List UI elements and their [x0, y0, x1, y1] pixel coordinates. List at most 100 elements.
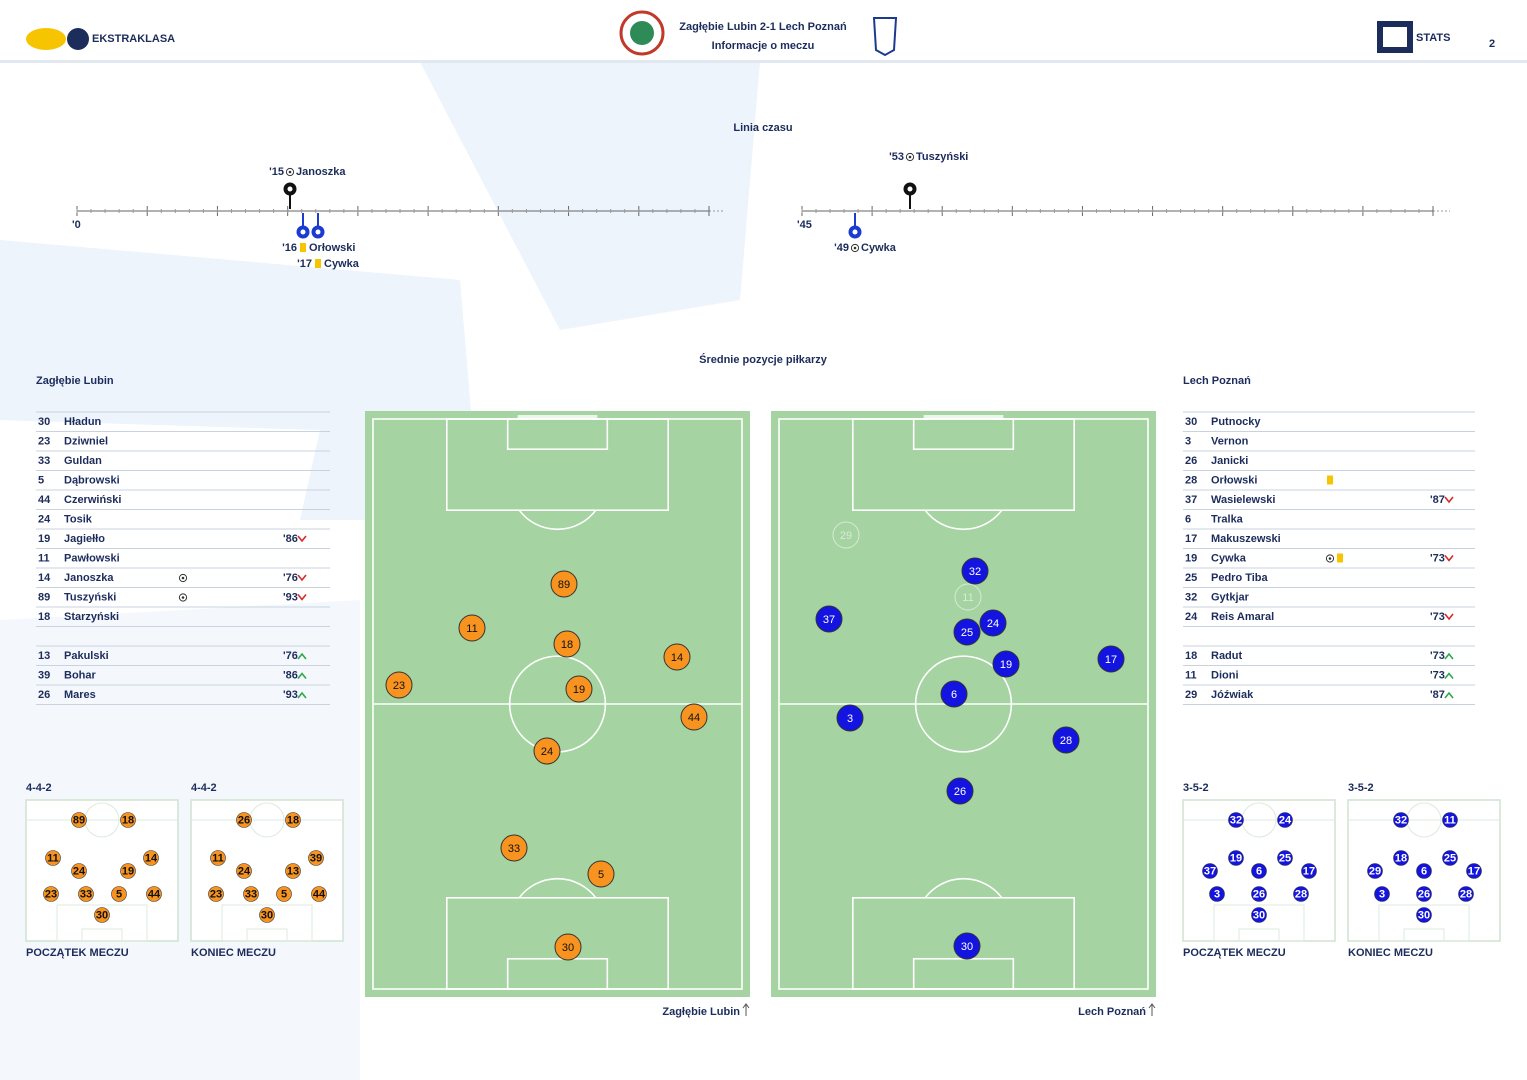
sub-minute: '87 [1430, 689, 1445, 701]
player-row: 19 Cywka '73 [1183, 548, 1475, 564]
player-name: Czerwiński [64, 494, 121, 506]
player-marker-number: 5 [598, 869, 604, 881]
player-row: 26 Mares '93 [36, 684, 330, 701]
mini-goal-area [1238, 928, 1280, 942]
player-row: 39 Bohar '86 [36, 665, 330, 681]
player-number: 29 [1185, 689, 1197, 701]
sub-on-icon [1444, 672, 1454, 679]
player-marker [953, 932, 981, 960]
player-name: Bohar [64, 669, 97, 681]
mini-goal-area [246, 928, 288, 942]
mini-player-number: 29 [1369, 865, 1381, 877]
player-number: 24 [38, 513, 51, 525]
sub-minute: '73 [1430, 669, 1445, 681]
mini-player-marker [259, 907, 275, 923]
formation: 3-5-2 32 24 37 19 6 25 17 3 26 28 30 POCZĄTEK MECZU [1182, 782, 1336, 959]
player-row: 30 Putnocky [1183, 411, 1475, 428]
sub-on-icon [297, 652, 307, 660]
player-marker-number: 23 [393, 680, 405, 692]
event-minute: '15 [269, 166, 284, 178]
pitch-team-label: Zagłębie Lubin [662, 1006, 740, 1018]
player-marker-number: 32 [969, 566, 981, 578]
mini-player-number: 23 [45, 888, 57, 900]
formation-name: 4-4-2 [191, 782, 217, 794]
pin-dot [300, 229, 306, 235]
goal-icon-dot [181, 576, 185, 580]
mini-player-marker [1374, 886, 1390, 902]
player-number: 30 [38, 416, 50, 428]
player-marker [979, 609, 1007, 637]
player-row: 23 Dziwniel [36, 431, 330, 447]
average-positions-pitch: 29 32 11 37 25 24 19 17 6 3 28 26 30 [771, 411, 1156, 997]
player-row: 3 Vernon [1183, 431, 1475, 447]
mini-player-number: 14 [145, 852, 158, 864]
timeline-start: '45 [797, 219, 812, 231]
league-logo: EKSTRAKLASA [26, 28, 175, 50]
player-dot: 24 [979, 609, 1007, 637]
player-dot: 26 [946, 777, 974, 805]
sub-minute: '86 [283, 669, 298, 681]
player-number: 23 [38, 435, 50, 447]
mini-player-number: 19 [1230, 852, 1242, 864]
pin-dot [315, 229, 321, 235]
player-dot: 37 [815, 605, 843, 633]
player-name: Dziwniel [64, 435, 108, 447]
mini-player-number: 18 [287, 814, 299, 826]
player-name: Makuszewski [1211, 533, 1281, 545]
mini-player-marker [45, 850, 61, 866]
sub-off-icon [1444, 555, 1454, 562]
content: '0 '15 Janoszka '16 Orłowski '17 Cywka '45 '53 Tu… [25, 151, 1501, 1018]
header-line [0, 60, 1527, 63]
sub-on-icon [1444, 652, 1454, 660]
mini-player-marker [71, 812, 87, 828]
mini-player-number: 32 [1395, 814, 1407, 826]
player-number: 18 [1185, 650, 1197, 662]
player-number: 11 [1185, 669, 1197, 681]
player-marker-number: 11 [962, 592, 973, 604]
team-name: Lech Poznań [1183, 375, 1251, 387]
formation-caption: POCZĄTEK MECZU [1183, 947, 1286, 959]
player-name: Starzyński [64, 611, 119, 623]
player-dot: 14 [663, 643, 691, 671]
mini-player-number: 28 [1460, 888, 1472, 900]
timeline-event: '49 Cywka [834, 213, 897, 254]
player-number: 18 [38, 611, 50, 623]
formation: 4-4-2 26 18 11 24 13 39 23 33 5 44 30 KONIEC MECZU [190, 782, 344, 959]
player-row: 30 Hładun [36, 411, 330, 428]
formation-caption: KONIEC MECZU [1348, 947, 1433, 959]
sub-minute: '76 [283, 572, 298, 584]
match-subtitle: Informacje o meczu [712, 40, 815, 52]
event-player: Cywka [324, 258, 360, 270]
mini-player-marker [1228, 850, 1244, 866]
team-name: Zagłębie Lubin [36, 375, 114, 387]
player-marker [1097, 645, 1125, 673]
mini-player-marker [1416, 886, 1432, 902]
player-marker [500, 834, 528, 862]
sub-minute: '73 [1430, 611, 1445, 623]
player-name: Reis Amaral [1211, 611, 1274, 623]
player-marker-number: 24 [987, 618, 999, 630]
player-row: 13 Pakulski '76 [36, 645, 330, 662]
event-player: Cywka [861, 242, 897, 254]
penalty-arc [924, 509, 1003, 531]
sub-off-icon [297, 574, 307, 582]
player-name: Hładun [64, 416, 102, 428]
mini-player-marker [285, 812, 301, 828]
player-row: 18 Radut '73 [1183, 645, 1475, 662]
goal [517, 415, 598, 419]
player-number: 25 [1185, 572, 1197, 584]
mini-player-number: 28 [1295, 888, 1307, 900]
mini-pitch [25, 799, 179, 942]
player-marker-number: 25 [961, 627, 973, 639]
mini-player-marker [1251, 886, 1267, 902]
match-score: Zagłębie Lubin 2-1 Lech Poznań [679, 21, 847, 33]
player-marker [954, 583, 982, 611]
player-marker [565, 675, 593, 703]
player-name: Pawłowski [64, 552, 120, 564]
player-number: 28 [1185, 474, 1197, 486]
player-name: Pakulski [64, 650, 109, 662]
mini-player-number: 19 [122, 865, 134, 877]
mini-player-number: 26 [1418, 888, 1430, 900]
direction-arrow [1148, 1003, 1156, 1016]
player-row: 24 Reis Amaral '73 [1183, 606, 1475, 623]
